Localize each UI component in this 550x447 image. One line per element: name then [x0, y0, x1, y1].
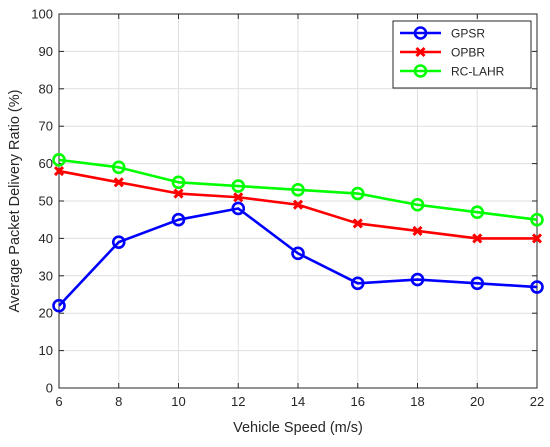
x-tick-label: 8 [115, 394, 122, 409]
data-point [231, 201, 246, 216]
data-point [352, 218, 363, 229]
series-line [58, 207, 538, 307]
series-line [58, 158, 538, 221]
data-point [291, 246, 305, 261]
data-point [173, 188, 184, 199]
axis-ticks: 0 10 20 30 40 50 60 70 80 90 100 6 8 10 12 14 16 18 20 22 [31, 7, 544, 410]
x-tick-label: 10 [171, 394, 185, 409]
data-point [350, 276, 365, 291]
y-tick-label: 70 [39, 119, 53, 134]
y-tick-label: 80 [39, 81, 53, 96]
legend-item-gpsr: GPSR [400, 26, 485, 41]
y-tick-label: 90 [39, 44, 53, 59]
y-tick-label: 20 [39, 306, 53, 321]
series-opbr [53, 166, 543, 244]
series-rc-lahr [52, 153, 544, 227]
y-tick-label: 100 [31, 7, 53, 22]
data-point [470, 205, 485, 220]
y-tick-label: 40 [39, 231, 53, 246]
x-axis-label: Vehicle Speed (m/s) [233, 420, 363, 436]
series-gpsr [52, 201, 544, 313]
data-point [472, 233, 483, 244]
y-tick-label: 30 [39, 268, 53, 283]
legend-item-opbr: OPBR [400, 46, 485, 60]
y-axis-label: Average Packet Delivery Ratio (%) [7, 90, 23, 313]
data-point [530, 280, 544, 294]
legend-label: RC-LAHR [451, 65, 505, 79]
data-point [233, 192, 244, 203]
data-point [470, 276, 485, 291]
y-tick-label: 50 [39, 194, 53, 209]
y-tick-label: 0 [46, 381, 53, 396]
x-tick-label: 18 [410, 394, 424, 409]
data-point [52, 153, 66, 167]
x-tick-label: 22 [530, 394, 544, 409]
data-point [111, 235, 126, 249]
data-point [412, 225, 423, 236]
data-point [171, 212, 186, 227]
legend-marker [413, 26, 428, 40]
x-tick-label: 6 [55, 394, 62, 409]
data-point [231, 179, 246, 193]
data-point [291, 182, 305, 197]
data-point [531, 233, 543, 244]
x-tick-label: 14 [291, 394, 305, 409]
legend-marker [413, 64, 428, 78]
data-point [292, 199, 304, 210]
x-tick-label: 12 [231, 394, 245, 409]
data-point [410, 272, 425, 287]
legend-item-rc-lahr: RC-LAHR [400, 64, 505, 79]
legend-label: GPSR [451, 27, 485, 41]
data-point [410, 197, 425, 212]
legend-marker [415, 46, 426, 58]
data-point [52, 298, 66, 313]
data-point [53, 166, 65, 177]
data-point [171, 175, 186, 190]
data-point [350, 186, 365, 201]
series-group [52, 153, 544, 313]
data-point [111, 160, 126, 175]
x-tick-label: 16 [351, 394, 365, 409]
legend: GPSR OPBR RC-LAHR [392, 20, 532, 89]
x-tick-label: 20 [470, 394, 484, 409]
data-point [113, 177, 124, 188]
y-tick-label: 10 [39, 343, 53, 358]
y-tick-label: 60 [39, 156, 53, 171]
legend-label: OPBR [451, 46, 485, 60]
data-point [530, 212, 544, 227]
